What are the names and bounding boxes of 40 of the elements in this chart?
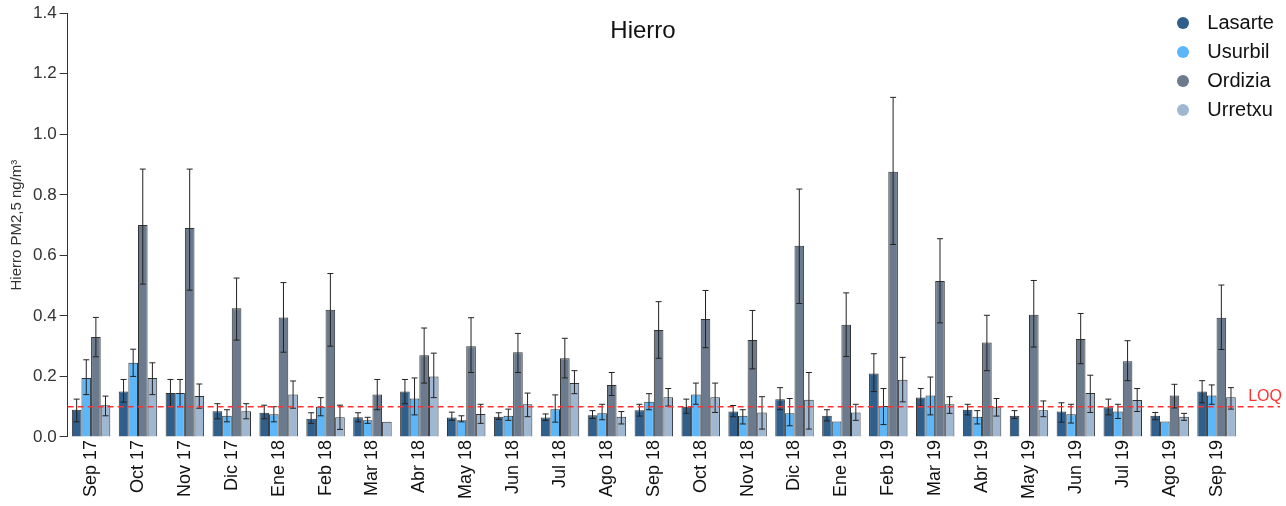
x-tick-label: Jun 19 bbox=[1064, 439, 1085, 495]
legend-label: Usurbil bbox=[1207, 40, 1270, 63]
x-tick-label: Abr 18 bbox=[408, 439, 429, 494]
y-tick-label: 0.6 bbox=[32, 245, 57, 265]
x-tick-label: Abr 19 bbox=[971, 439, 992, 494]
x-tick-label: Mar 18 bbox=[361, 439, 382, 496]
y-tick-label: 0.2 bbox=[32, 366, 57, 386]
legend-label: Ordizia bbox=[1207, 69, 1271, 92]
y-tick-label: 0.8 bbox=[32, 184, 57, 204]
x-tick-label: Feb 18 bbox=[314, 439, 335, 497]
x-tick-label: Dic 17 bbox=[220, 439, 241, 491]
x-tick-label: May 18 bbox=[455, 439, 476, 499]
chart-title: Hierro bbox=[610, 16, 676, 43]
x-tick-label: Dic 18 bbox=[783, 439, 804, 491]
x-tick-label: Jul 18 bbox=[549, 439, 569, 489]
ref-line-label: LOQ bbox=[1248, 387, 1282, 405]
x-tick-label: Jul 19 bbox=[1111, 439, 1132, 489]
y-tick-label: 0.0 bbox=[32, 426, 57, 446]
x-tick-label: Ene 18 bbox=[267, 439, 288, 498]
legend-label: Lasarte bbox=[1207, 11, 1274, 34]
x-tick-label: Ene 19 bbox=[830, 439, 851, 498]
x-tick-label: Sep 19 bbox=[1205, 439, 1226, 498]
y-tick-label: 1.2 bbox=[32, 63, 57, 83]
x-tick-label: Feb 19 bbox=[877, 439, 898, 497]
x-tick-label: Mar 19 bbox=[924, 439, 945, 496]
x-tick-label: Sep 17 bbox=[80, 439, 101, 498]
y-tick-label: 0.4 bbox=[32, 305, 57, 325]
x-tick-label: Oct 17 bbox=[126, 439, 147, 493]
y-axis-title: Hierro PM2,5 ng/m³ bbox=[7, 159, 25, 291]
y-tick-label: 1.0 bbox=[32, 123, 57, 143]
x-tick-label: Nov 18 bbox=[736, 439, 757, 498]
x-tick-label: Jun 18 bbox=[502, 439, 523, 495]
x-tick-label: Nov 17 bbox=[173, 439, 194, 498]
y-tick-label: 1.4 bbox=[32, 2, 57, 22]
x-tick-label: May 19 bbox=[1017, 439, 1038, 499]
x-tick-label: Sep 18 bbox=[642, 439, 663, 498]
x-tick-label: Ago 19 bbox=[1158, 439, 1179, 498]
x-tick-label: Oct 18 bbox=[689, 439, 710, 493]
x-tick-label: Ago 18 bbox=[595, 439, 616, 498]
legend-label: Urretxu bbox=[1207, 98, 1273, 121]
